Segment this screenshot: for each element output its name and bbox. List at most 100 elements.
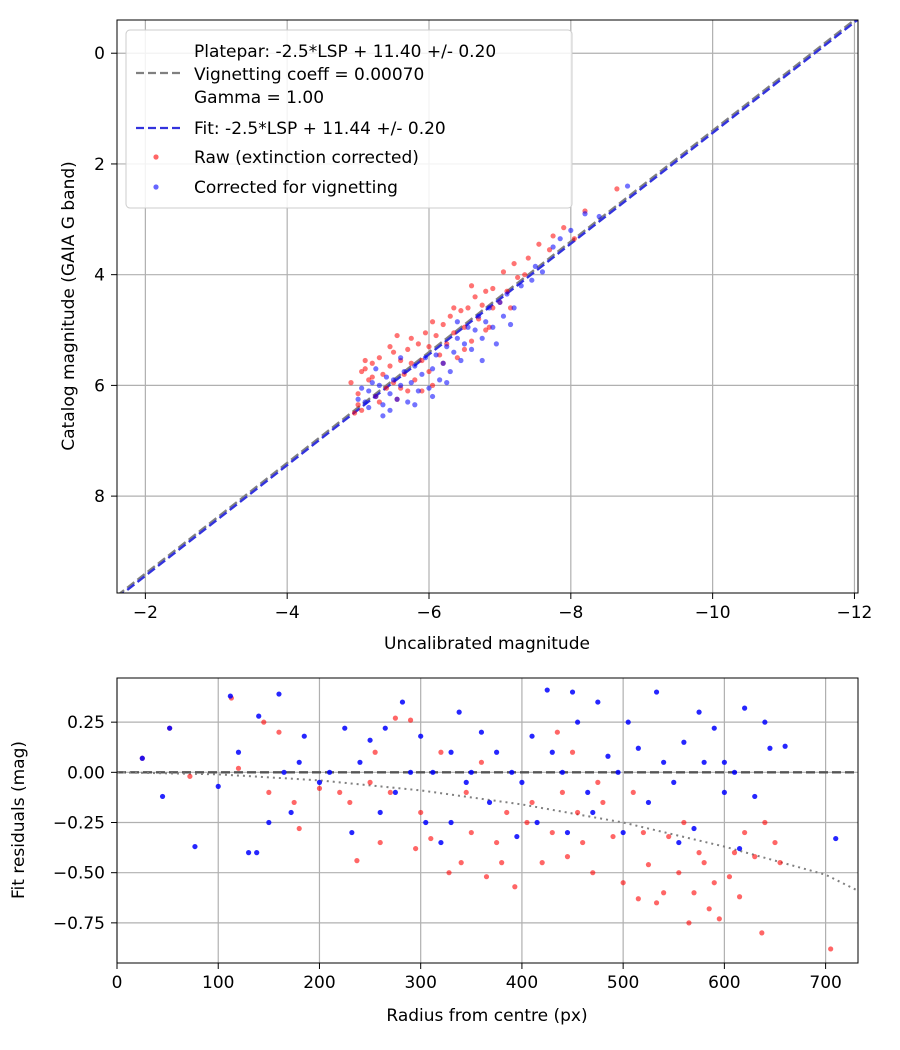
data-point-raw bbox=[512, 884, 518, 890]
data-point-raw bbox=[355, 391, 361, 397]
data-point-corrected bbox=[625, 719, 631, 725]
data-point-raw bbox=[483, 327, 489, 333]
x-tick-label: −2 bbox=[133, 603, 158, 623]
data-point-corrected bbox=[342, 725, 348, 731]
data-point-corrected bbox=[390, 377, 397, 383]
data-point-raw bbox=[387, 363, 393, 369]
data-point-raw bbox=[347, 799, 353, 806]
data-point-corrected bbox=[509, 769, 515, 775]
x-tick-label: 300 bbox=[404, 973, 436, 993]
data-point-raw bbox=[380, 371, 386, 377]
data-point-corrected bbox=[653, 689, 660, 695]
top-axes-frame bbox=[116, 19, 859, 594]
data-point-raw bbox=[731, 850, 738, 856]
data-point-corrected bbox=[767, 745, 773, 751]
data-point-raw bbox=[422, 330, 429, 336]
data-point-corrected bbox=[454, 319, 460, 325]
data-point-corrected bbox=[476, 313, 482, 319]
data-point-corrected bbox=[696, 709, 702, 715]
data-point-raw bbox=[359, 407, 365, 413]
data-point-raw bbox=[405, 346, 411, 353]
data-point-corrected bbox=[373, 366, 379, 372]
data-point-raw bbox=[676, 870, 682, 876]
data-point-corrected bbox=[418, 733, 424, 739]
y-tick-label: 0.25 bbox=[67, 713, 105, 733]
data-point-corrected bbox=[782, 743, 788, 749]
data-point-corrected bbox=[620, 829, 626, 836]
data-point-raw bbox=[777, 860, 783, 866]
data-point-corrected bbox=[529, 733, 535, 739]
data-point-raw bbox=[595, 779, 601, 785]
data-point-corrected bbox=[444, 380, 450, 386]
data-point-raw bbox=[454, 355, 460, 361]
data-point-corrected bbox=[456, 709, 462, 715]
data-point-corrected bbox=[139, 755, 145, 761]
data-point-corrected bbox=[376, 382, 382, 388]
data-point-raw bbox=[426, 344, 432, 350]
data-point-corrected bbox=[405, 399, 411, 405]
legend-raw-label: Raw (extinction corrected) bbox=[194, 148, 419, 168]
data-point-raw bbox=[438, 749, 444, 755]
top-panel: −2 −4 −6 −8 −10 −12 0 2 4 6 8 Uncalibrated magnitu… bbox=[59, 19, 872, 654]
data-point-corrected bbox=[564, 829, 571, 836]
data-point-corrected bbox=[711, 725, 717, 731]
data-point-raw bbox=[736, 894, 743, 900]
data-point-raw bbox=[494, 839, 500, 846]
data-point-corrected bbox=[429, 393, 436, 400]
data-point-corrected bbox=[380, 402, 386, 408]
data-point-corrected bbox=[245, 850, 252, 856]
data-point-raw bbox=[522, 272, 528, 278]
x-tick-label: −6 bbox=[416, 603, 441, 623]
data-point-raw bbox=[564, 854, 571, 860]
legend-fit-label: Fit: -2.5*LSP + 11.44 +/- 0.20 bbox=[194, 119, 446, 139]
data-point-corrected bbox=[419, 371, 425, 377]
data-point-corrected bbox=[478, 729, 485, 735]
data-point-raw bbox=[351, 410, 358, 416]
data-point-raw bbox=[394, 332, 400, 339]
data-point-corrected bbox=[574, 719, 581, 725]
data-point-corrected bbox=[281, 769, 287, 775]
data-point-corrected bbox=[398, 355, 404, 361]
data-point-corrected bbox=[408, 380, 414, 386]
data-point-corrected bbox=[448, 819, 454, 826]
data-point-raw bbox=[691, 890, 697, 896]
data-point-raw bbox=[376, 399, 382, 405]
data-point-raw bbox=[630, 789, 636, 796]
data-point-raw bbox=[742, 829, 748, 836]
data-point-raw bbox=[752, 854, 758, 860]
data-point-corrected bbox=[383, 374, 390, 380]
data-point-corrected bbox=[582, 211, 588, 217]
data-point-raw bbox=[468, 338, 475, 344]
data-point-raw bbox=[405, 388, 411, 394]
data-point-raw bbox=[726, 874, 733, 880]
data-point-raw bbox=[418, 809, 424, 816]
data-point-corrected bbox=[349, 829, 355, 836]
data-point-raw bbox=[451, 305, 457, 311]
data-point-raw bbox=[429, 319, 436, 325]
data-point-raw bbox=[359, 368, 365, 375]
data-point-raw bbox=[701, 860, 707, 866]
data-point-raw bbox=[490, 285, 496, 292]
data-point-raw bbox=[348, 380, 354, 386]
data-point-raw bbox=[468, 829, 474, 836]
data-point-corrected bbox=[721, 759, 727, 765]
data-point-corrected bbox=[357, 759, 363, 765]
data-point-corrected bbox=[671, 779, 677, 785]
data-point-raw bbox=[433, 332, 439, 339]
top-legend: Platepar: -2.5*LSP + 11.40 +/- 0.20 Vign… bbox=[125, 29, 573, 209]
data-point-corrected bbox=[461, 341, 468, 347]
data-point-corrected bbox=[254, 850, 260, 856]
data-point-raw bbox=[187, 773, 193, 779]
data-point-raw bbox=[483, 874, 490, 880]
data-point-raw bbox=[408, 335, 414, 341]
data-point-raw bbox=[354, 858, 360, 864]
data-point-raw bbox=[369, 360, 375, 366]
data-point-corrected bbox=[433, 352, 439, 358]
data-point-raw bbox=[465, 305, 471, 311]
data-point-corrected bbox=[380, 413, 386, 419]
data-point-corrected bbox=[362, 399, 368, 405]
data-point-corrected bbox=[493, 341, 499, 347]
data-point-corrected bbox=[382, 725, 388, 731]
data-point-corrected bbox=[454, 335, 460, 341]
